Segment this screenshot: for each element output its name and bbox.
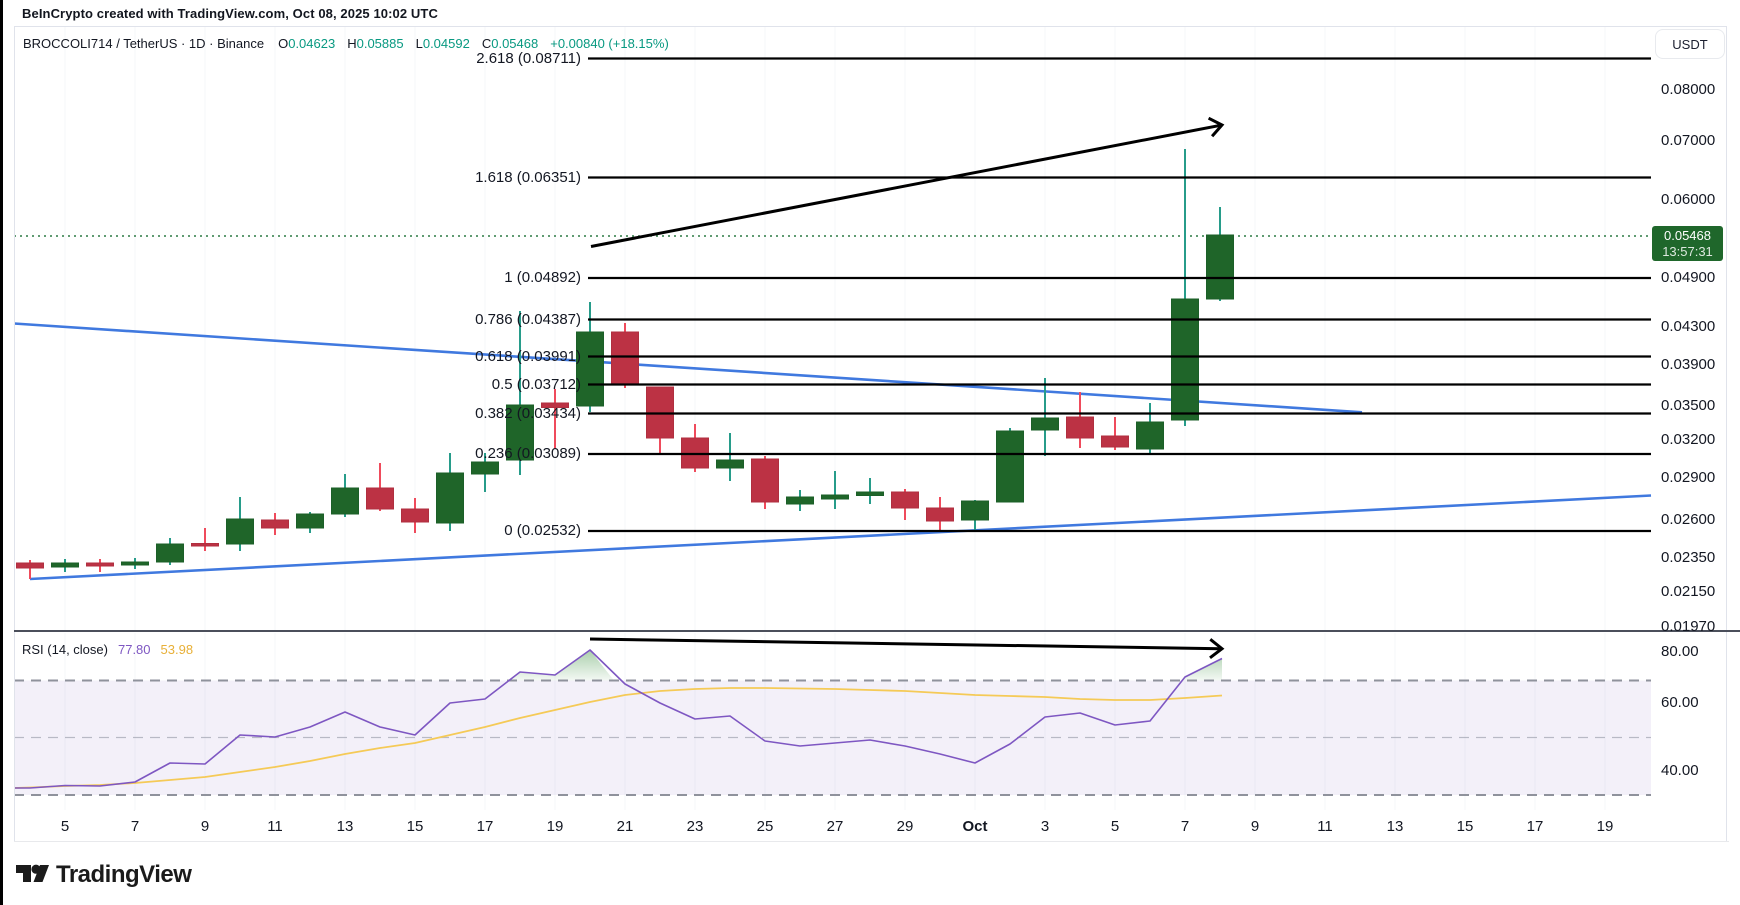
svg-text:TradingView: TradingView bbox=[56, 861, 192, 888]
